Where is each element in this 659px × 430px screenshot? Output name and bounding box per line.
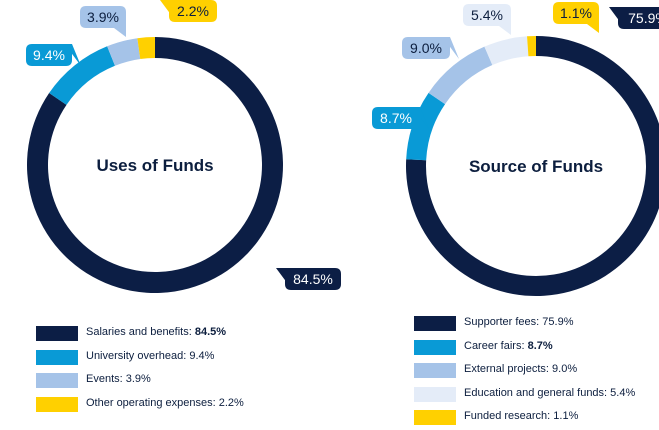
legend-text: External projects: 9.0%	[464, 363, 577, 375]
legend-swatch	[36, 373, 78, 388]
legend-text: Other operating expenses: 2.2%	[86, 397, 244, 409]
legend-label: Education and general funds:	[464, 386, 611, 399]
slice-university-overhead	[49, 46, 115, 105]
legend-text: University overhead: 9.4%	[86, 350, 214, 362]
data-label-external-projects: 9.0%	[410, 40, 442, 56]
callout-education-and-general-funds	[463, 4, 511, 35]
legend-swatch	[414, 363, 456, 378]
legend-swatch	[36, 326, 78, 341]
callout-supporter-fees	[609, 7, 659, 29]
callout-university-overhead	[26, 44, 81, 66]
source-of-funds-title: Source of Funds	[469, 157, 603, 176]
legend-value: 5.4%	[610, 386, 636, 399]
legend-text: Salaries and benefits: 84.5%	[86, 326, 226, 338]
legend-value: 9.4%	[189, 349, 215, 362]
legend-swatch	[414, 410, 456, 425]
data-label-funded-research: 1.1%	[560, 5, 592, 21]
legend-label: Funded research:	[464, 410, 554, 422]
data-label-events: 3.9%	[87, 9, 119, 25]
source-of-funds-donut: Source of Funds 75.9% 8.7% 9.0% 5.4% 1.1%	[372, 2, 659, 296]
slice-education-and-general-funds	[484, 36, 529, 66]
legend-text: Career fairs: 8.7%	[464, 340, 553, 352]
callout-career-fairs	[372, 107, 429, 129]
legend-swatch	[414, 339, 456, 355]
legend-label: Salaries and benefits:	[86, 326, 195, 338]
data-label-career-fairs: 8.7%	[380, 110, 412, 126]
data-label-education-and-general-funds: 5.4%	[471, 7, 503, 23]
legend-value: 8.7%	[527, 339, 553, 352]
slice-events	[107, 38, 141, 66]
callout-salaries-and-benefits	[276, 268, 341, 290]
legend-label: Career fairs:	[464, 339, 528, 352]
data-label-salaries-and-benefits: 84.5%	[293, 271, 333, 287]
legend-swatch	[414, 386, 456, 402]
callout-other-operating-expenses	[160, 0, 217, 22]
callout-events	[80, 6, 126, 37]
legend-label: External projects:	[464, 363, 553, 375]
legend-text: Supporter fees: 75.9%	[464, 316, 573, 328]
legend-label: Supporter fees:	[464, 316, 543, 328]
legend-value: 2.2%	[218, 396, 244, 409]
callout-external-projects	[402, 37, 459, 59]
legend-value: 84.5%	[194, 326, 227, 338]
legend-value: 75.9%	[542, 316, 574, 328]
data-label-other-operating-expenses: 2.2%	[177, 3, 209, 19]
legend-label: Events:	[86, 373, 126, 385]
slice-external-projects	[428, 46, 493, 105]
legend-value: 1.1%	[553, 410, 579, 422]
legend-value: 9.0%	[552, 363, 578, 375]
legend-text: Funded research: 1.1%	[464, 410, 578, 422]
callout-funded-research	[553, 2, 599, 33]
slice-funded-research	[527, 36, 536, 57]
data-label-university-overhead: 9.4%	[33, 47, 65, 63]
legend-text: Education and general funds: 5.4%	[464, 387, 635, 399]
data-label-supporter-fees: 75.9%	[628, 10, 659, 26]
slice-career-fairs	[406, 92, 446, 161]
slice-other-operating-expenses	[137, 37, 155, 60]
uses-of-funds-title: Uses of Funds	[96, 156, 213, 175]
legend-text: Events: 3.9%	[86, 373, 151, 385]
legend-swatch	[414, 316, 456, 331]
legend-value: 3.9%	[125, 373, 151, 385]
legend-swatch	[36, 349, 78, 365]
legend-label: Other operating expenses:	[86, 396, 219, 409]
legend-label: University overhead:	[86, 349, 190, 362]
uses-of-funds-donut: Uses of Funds 84.5% 9.4% 3.9% 2.2%	[26, 0, 341, 293]
legend-swatch	[36, 396, 78, 412]
